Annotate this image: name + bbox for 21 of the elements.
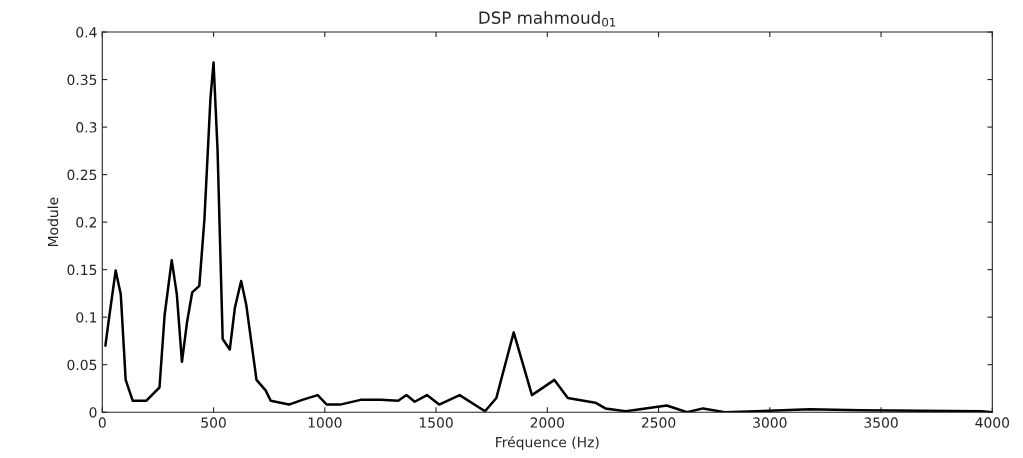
chart-title: DSP mahmoud$_{01}$	[479, 11, 616, 27]
x-tick-label: 2000	[530, 417, 565, 428]
y-tick-label: 0.3	[76, 122, 97, 133]
y-tick-label: 0	[89, 407, 97, 418]
y-tick-label: 0.1	[76, 312, 97, 323]
x-tick-label: 1000	[308, 417, 342, 428]
x-tick-label: 500	[201, 417, 226, 428]
y-tick-label: 0.4	[76, 27, 97, 38]
x-tick-label: 3000	[753, 417, 787, 428]
y-tick-label: 0.2	[76, 217, 97, 228]
y-tick-label: 0.05	[67, 359, 97, 371]
y-tick-label: 0.15	[67, 264, 97, 276]
x-axis-title: Fréquence (Hz)	[496, 436, 599, 451]
y-tick-label: 0.35	[67, 74, 97, 86]
x-tick-label: 1500	[419, 417, 453, 428]
x-tick-label: 0	[98, 417, 106, 428]
x-tick-label: 2500	[641, 417, 676, 428]
x-tick-label: 3500	[864, 417, 898, 428]
y-axis-title: Module	[47, 197, 59, 247]
x-tick-label: 4000	[975, 417, 1010, 428]
y-tick-label: 0.25	[67, 169, 97, 181]
